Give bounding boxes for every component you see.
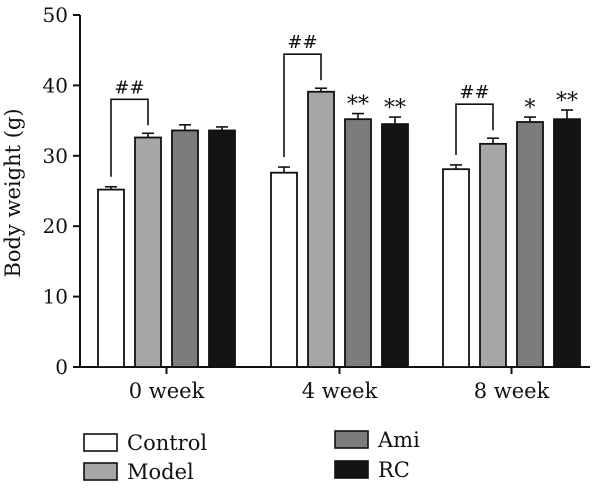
legend-swatch: [334, 460, 369, 479]
bar: [208, 129, 236, 368]
bar: [97, 188, 125, 368]
y-tick-label: 50: [43, 3, 68, 27]
legend-swatch: [334, 430, 369, 449]
significance-asterisks: **: [384, 96, 406, 121]
legend-label: Control: [127, 431, 207, 455]
significance-bracket: [455, 103, 494, 155]
y-tick-label: 0: [55, 355, 68, 379]
y-tick-label: 20: [43, 214, 68, 238]
significance-bracket-label: ##: [459, 82, 489, 103]
bar: [344, 118, 372, 368]
legend-swatch: [83, 462, 118, 481]
legend-label: Ami: [377, 428, 420, 452]
significance-marks: ######** ** * **: [110, 32, 578, 177]
x-tick-label: 8 week: [474, 379, 550, 403]
bar: [553, 118, 581, 368]
y-tick-label: 30: [43, 144, 68, 168]
significance-asterisks: **: [347, 93, 369, 118]
x-tick-label: 0 week: [129, 379, 205, 403]
significance-bracket: [110, 98, 149, 177]
bar: [270, 171, 298, 368]
significance-asterisks: **: [556, 89, 578, 114]
legend-label: Model: [127, 460, 194, 484]
bar: [171, 129, 199, 368]
x-tick-label: 4 week: [302, 379, 378, 403]
axes: 0 10 20 30 40 50 0 week 4 week 8 week: [43, 3, 590, 403]
significance-bracket-label: ##: [287, 32, 317, 53]
legend-label: RC: [378, 458, 410, 482]
legend-swatch: [83, 433, 118, 452]
significance-asterisks: *: [525, 96, 536, 121]
bar: [442, 168, 470, 368]
bar: [516, 121, 544, 368]
bar: [307, 90, 335, 368]
y-tick-label: 10: [43, 285, 68, 309]
y-tick-label: 40: [43, 73, 68, 97]
bar: [381, 123, 409, 368]
legend: Control Model Ami RC: [83, 428, 420, 484]
bar: [134, 136, 162, 368]
bars: [97, 87, 581, 368]
significance-bracket-label: ##: [114, 77, 144, 98]
significance-bracket: [283, 53, 322, 158]
bar: [479, 142, 507, 368]
y-axis-label: Body weight (g): [1, 108, 25, 277]
